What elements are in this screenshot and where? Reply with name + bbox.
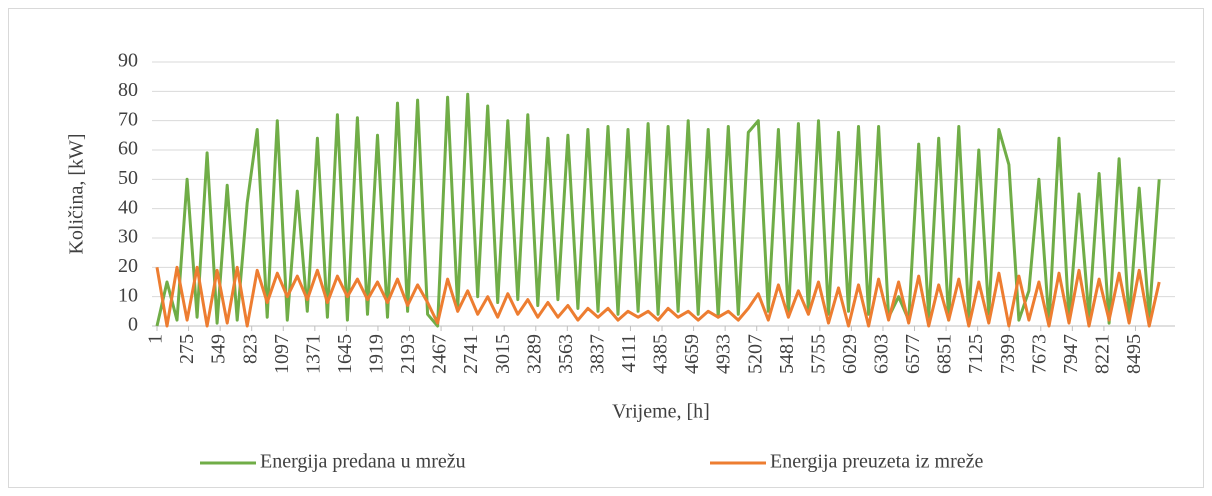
x-tick-label: 7947: [1060, 334, 1082, 374]
x-axis-label: Vrijeme, [h]: [612, 401, 710, 423]
x-tick-label: 8221: [1092, 334, 1114, 374]
x-tick-label: 7399: [997, 334, 1019, 374]
x-tick-label: 4933: [713, 334, 735, 374]
x-tick-label: 1645: [334, 334, 356, 374]
x-tick-label: 3289: [523, 334, 545, 374]
y-tick-label: 50: [118, 167, 138, 189]
x-tick-label: 3015: [492, 334, 514, 374]
x-tick-label: 1097: [271, 334, 293, 374]
x-tick-label: 2741: [460, 334, 482, 374]
y-tick-label: 80: [118, 79, 138, 101]
chart-border: [8, 8, 1204, 488]
x-tick-label: 4111: [618, 334, 640, 373]
y-tick-label: 90: [118, 50, 138, 72]
x-tick-label: 5481: [776, 334, 798, 374]
x-tick-label: 8495: [1123, 334, 1145, 374]
y-tick-label: 0: [128, 314, 138, 336]
y-tick-label: 40: [118, 196, 138, 218]
x-tick-label: 6303: [871, 334, 893, 374]
x-tick-label: 6577: [902, 334, 924, 374]
x-tick-label: 1371: [302, 334, 324, 374]
x-tick-label: 7125: [965, 334, 987, 374]
x-tick-label: 1919: [366, 334, 388, 374]
x-tick-label: 7673: [1028, 334, 1050, 374]
x-tick-label: 4385: [650, 334, 672, 374]
y-tick-label: 70: [118, 108, 138, 130]
y-tick-label: 20: [118, 255, 138, 277]
y-tick-label: 60: [118, 138, 138, 160]
x-tick-label: 4659: [681, 334, 703, 374]
series-line: [155, 265, 1161, 328]
x-tick-label: 3837: [586, 334, 608, 374]
x-tick-label: 275: [176, 334, 198, 364]
y-axis-label: Količina, [kW]: [66, 133, 88, 254]
x-tick-label: 5207: [744, 334, 766, 374]
x-tick-label: 1: [145, 334, 167, 344]
x-tick-label: 549: [208, 334, 230, 364]
legend-label: Energija preuzeta iz mreže: [770, 451, 984, 473]
x-tick-label: 6029: [839, 334, 861, 374]
series-line: [155, 92, 1161, 328]
x-tick-label: 2467: [429, 334, 451, 374]
y-tick-label: 10: [118, 284, 138, 306]
x-tick-label: 2193: [397, 334, 419, 374]
x-tick-label: 6851: [934, 334, 956, 374]
x-tick-label: 3563: [555, 334, 577, 374]
legend-label: Energija predana u mrežu: [260, 451, 466, 473]
x-tick-label: 823: [239, 334, 261, 364]
y-tick-label: 30: [118, 226, 138, 248]
x-tick-label: 5755: [807, 334, 829, 374]
